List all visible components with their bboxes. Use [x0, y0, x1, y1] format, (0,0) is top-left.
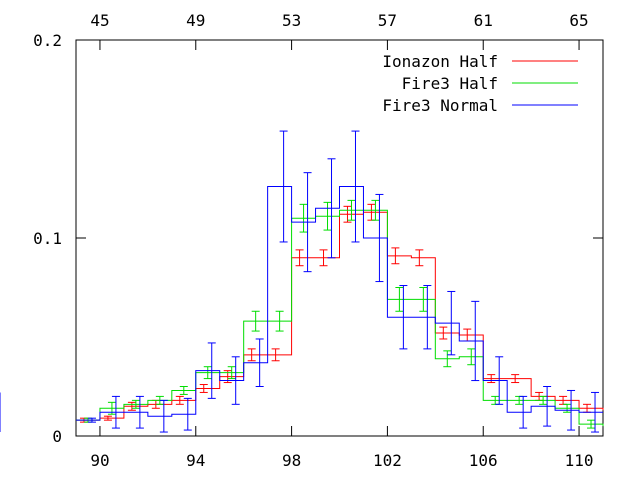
error-bar: [159, 399, 168, 433]
error-bar: [111, 395, 120, 429]
error-bar: [587, 419, 596, 429]
error-bar: [439, 326, 448, 340]
error-bar: [199, 384, 208, 393]
legend-label: Ionazon Half: [382, 52, 498, 71]
y-tick-label: 0.2: [33, 31, 62, 50]
error-bar: [103, 415, 112, 421]
series-fire3-normal: [0, 130, 603, 433]
error-bar: [419, 287, 428, 312]
series-step-line: [76, 211, 604, 421]
error-bar: [415, 249, 424, 267]
error-bar: [487, 374, 496, 384]
error-bar: [131, 399, 140, 409]
error-bar: [179, 386, 188, 395]
x-tick-label: 98: [282, 451, 301, 470]
error-bar: [343, 205, 352, 223]
y-tick-label: 0.1: [33, 229, 62, 248]
series-group: [0, 130, 604, 433]
error-bar: [255, 338, 264, 387]
error-bar: [567, 389, 576, 431]
error-bar: [447, 290, 456, 356]
x-tick-label: 90: [90, 451, 109, 470]
error-bar: [347, 199, 356, 221]
error-bar: [295, 249, 304, 267]
error-bar: [279, 130, 288, 243]
x2-tick-label: 53: [282, 11, 301, 30]
x2-tick-label: 49: [186, 11, 205, 30]
error-bar: [467, 348, 476, 366]
error-bar: [251, 310, 260, 332]
x2-tick-label: 61: [474, 11, 493, 30]
error-bar: [247, 348, 256, 362]
error-bar: [591, 391, 600, 433]
x-tick-label: 94: [186, 451, 205, 470]
error-bar: [303, 172, 312, 273]
legend-label: Fire3 Half: [402, 74, 498, 93]
error-bar: [563, 403, 572, 413]
error-bar: [471, 300, 480, 382]
error-bar: [227, 366, 236, 380]
series-ionazon-half: [0, 203, 604, 423]
error-bar: [203, 366, 212, 380]
error-bar: [543, 386, 552, 427]
y-tick-label: 0: [52, 427, 62, 446]
error-bar: [175, 395, 184, 405]
x-tick-label: 106: [469, 451, 498, 470]
error-bar: [423, 285, 432, 350]
series-step-line: [76, 186, 603, 421]
error-bar: [271, 348, 280, 362]
error-bar: [399, 285, 408, 350]
error-bar: [391, 247, 400, 265]
x2-tick-label: 57: [378, 11, 397, 30]
x2-tick-label: 45: [90, 11, 109, 30]
error-bar: [443, 350, 452, 368]
error-bar: [135, 395, 144, 429]
series-fire3-half: [0, 199, 604, 431]
error-bar: [511, 374, 520, 384]
error-bar: [231, 356, 240, 405]
error-bar: [519, 395, 528, 429]
error-bar: [207, 342, 216, 399]
error-bar: [395, 287, 404, 312]
error-bar: [375, 193, 384, 283]
legend: Ionazon Half Fire3 Half Fire3 Normal: [382, 52, 578, 115]
x2-tick-label: 65: [569, 11, 588, 30]
axes: 90 45 94 49 98 53 102 57 106 61 110 65 0 0.1 0.2: [33, 11, 604, 470]
error-bar: [275, 310, 284, 332]
error-bar: [539, 395, 548, 405]
error-bar: [371, 199, 380, 221]
error-bar: [327, 158, 336, 259]
error-bar: [319, 249, 328, 267]
legend-label: Fire3 Normal: [382, 96, 498, 115]
error-bar: [299, 203, 308, 233]
error-bar: [351, 130, 360, 243]
error-bar: [495, 356, 504, 405]
error-bar: [87, 417, 96, 423]
x-tick-label: 102: [373, 451, 402, 470]
error-bar: [183, 397, 192, 431]
error-bar: [323, 201, 332, 231]
error-bar: [127, 401, 136, 411]
x-tick-label: 110: [565, 451, 594, 470]
